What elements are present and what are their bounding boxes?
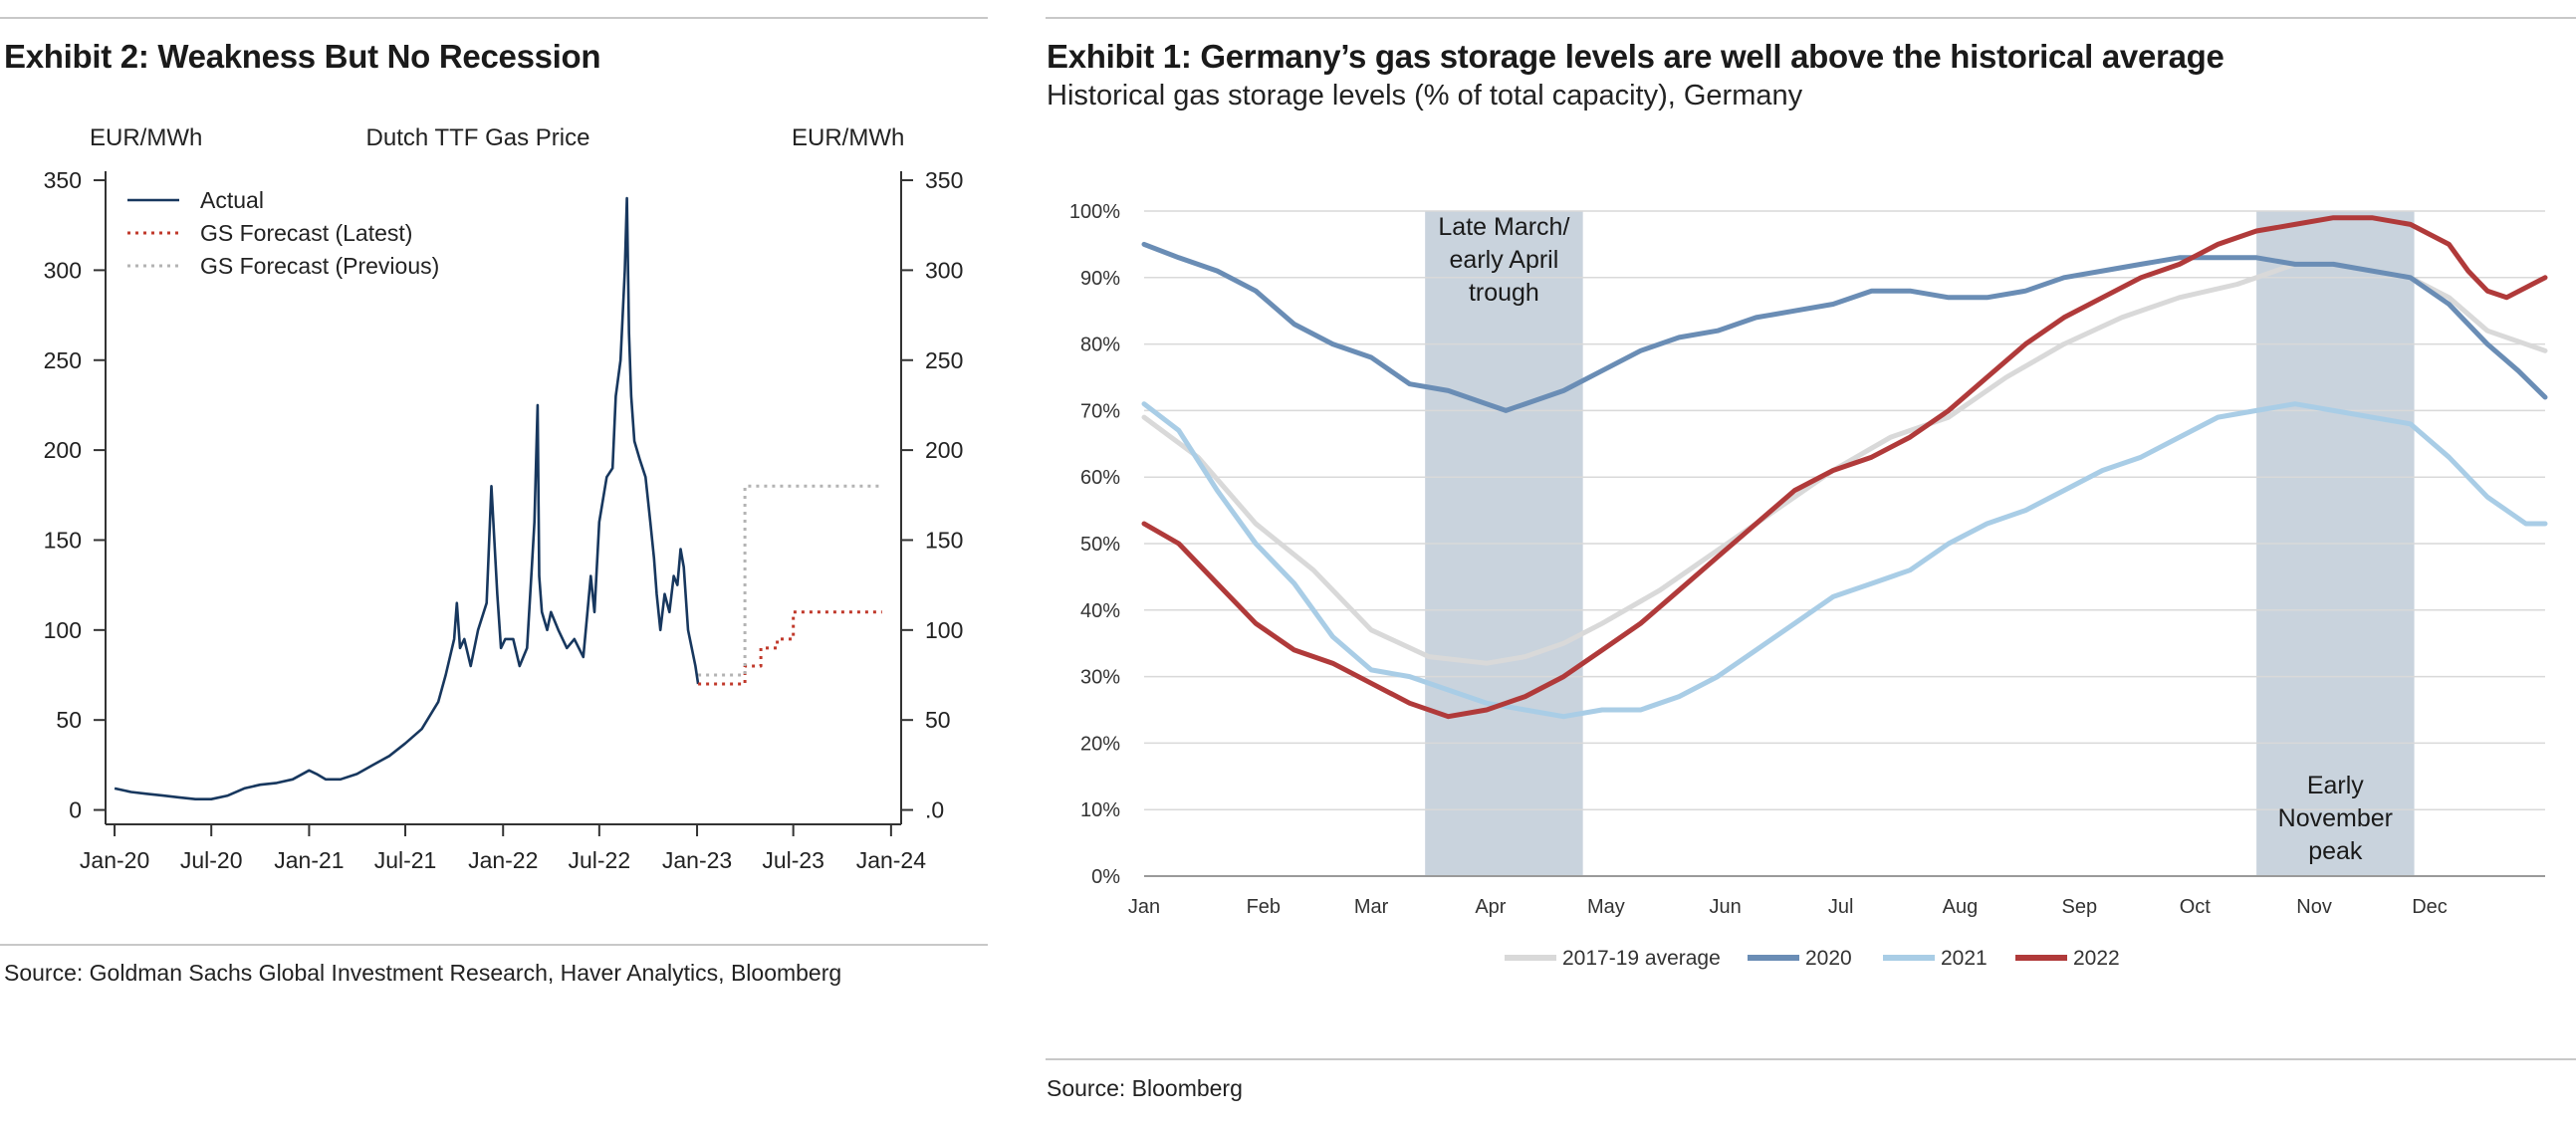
legend-label-actual: Actual xyxy=(200,187,264,213)
legend-label-gs-forecast-previous: GS Forecast (Previous) xyxy=(200,253,439,279)
series-line-actual xyxy=(114,196,700,801)
chart-title: Dutch TTF Gas Price xyxy=(366,124,590,151)
y-tick-label-right: 50 xyxy=(925,707,951,733)
y-tick-label: 60% xyxy=(1080,467,1120,489)
series-line-gs-forecast-previous xyxy=(698,484,882,677)
y-tick-label: 0% xyxy=(1091,866,1120,888)
y-tick-label: 90% xyxy=(1080,268,1120,290)
x-tick-label: Jul xyxy=(1828,896,1854,918)
legend-label-gs-forecast-latest: GS Forecast (Latest) xyxy=(200,220,412,246)
y-tick-label: 70% xyxy=(1080,400,1120,422)
y-tick-label-right: 100 xyxy=(925,617,963,643)
right-exhibit-subtitle: Historical gas storage levels (% of tota… xyxy=(1047,80,1803,112)
x-tick-label: May xyxy=(1587,896,1625,918)
y-tick-label: 80% xyxy=(1080,335,1120,356)
x-tick-label: Jan-20 xyxy=(80,847,149,873)
x-tick-label: Oct xyxy=(2180,896,2212,918)
y-tick-label: 50% xyxy=(1080,534,1120,556)
y-tick-label: 10% xyxy=(1080,799,1120,821)
legend-label-2021: 2021 xyxy=(1941,947,1988,970)
series-line-2022 xyxy=(1141,215,2548,720)
x-tick-label: Jan-24 xyxy=(856,847,927,873)
left-top-rule xyxy=(0,17,988,19)
x-tick-label: Jan xyxy=(1128,896,1160,918)
y-axis-title-left: EUR/MWh xyxy=(90,124,202,151)
series-line-gs-forecast-latest xyxy=(698,610,882,686)
y-tick-label-right: 250 xyxy=(925,347,963,373)
right-bottom-rule xyxy=(1046,1058,2576,1060)
x-tick-label: Apr xyxy=(1475,896,1506,918)
y-tick-label-left: 150 xyxy=(44,527,82,553)
x-tick-label: Jan-21 xyxy=(274,847,344,873)
x-tick-label: Jun xyxy=(1710,896,1742,918)
y-tick-label-left: 100 xyxy=(44,617,82,643)
x-tick-label: Jul-22 xyxy=(569,847,631,873)
x-tick-label: Jul-23 xyxy=(762,847,824,873)
gas-storage-chart: 0% 10% 20% 30% 40% 50% 60% 70% 80% 90% 100% Jan Feb M… xyxy=(1069,201,2548,970)
left-source-note: Source: Goldman Sachs Global Investment … xyxy=(4,960,842,986)
y-tick-label-left: 50 xyxy=(56,707,82,733)
x-tick-label: Jul-21 xyxy=(374,847,437,873)
legend-label-2022: 2022 xyxy=(2073,947,2120,970)
y-tick-label-right: .0 xyxy=(925,797,944,823)
y-tick-label-right: 300 xyxy=(925,257,963,283)
y-tick-label-right: 350 xyxy=(925,167,963,193)
right-source-note: Source: Bloomberg xyxy=(1047,1075,1243,1101)
y-tick-label-left: 200 xyxy=(44,437,82,463)
legend-label-2017-19-average: 2017-19 average xyxy=(1562,947,1721,970)
y-tick-label: 100% xyxy=(1069,201,1120,223)
x-tick-label: Jan-22 xyxy=(468,847,538,873)
right-top-rule xyxy=(1046,17,2576,19)
y-tick-label-right: 200 xyxy=(925,437,963,463)
region-annotation-2: November xyxy=(2278,804,2393,832)
left-bottom-rule xyxy=(0,944,988,946)
x-tick-label: Jul-20 xyxy=(180,847,243,873)
y-tick-label: 40% xyxy=(1080,600,1120,622)
region-annotation-1: trough xyxy=(1469,279,1539,307)
y-tick-label-left: 0 xyxy=(69,797,82,823)
series-line-2021 xyxy=(1141,401,2548,720)
x-tick-label: Mar xyxy=(1354,896,1389,918)
x-tick-label: Jan-23 xyxy=(662,847,732,873)
y-axis-title-right: EUR/MWh xyxy=(792,124,904,151)
y-tick-label-right: 150 xyxy=(925,527,963,553)
x-tick-label: Feb xyxy=(1247,896,1281,918)
ttf-gas-price-chart: 0 .0 50 50 100 100 150 150 200 200 250 250 300 300 350… xyxy=(44,124,964,873)
x-tick-label: Aug xyxy=(1943,896,1979,918)
x-tick-label: Nov xyxy=(2296,896,2332,918)
y-tick-label: 20% xyxy=(1080,733,1120,755)
region-annotation-2: peak xyxy=(2308,837,2363,865)
y-tick-label-left: 300 xyxy=(44,257,82,283)
x-tick-label: Dec xyxy=(2412,896,2448,918)
y-tick-label-left: 250 xyxy=(44,347,82,373)
right-exhibit-title: Exhibit 1: Germany’s gas storage levels … xyxy=(1047,38,2225,75)
y-tick-label-left: 350 xyxy=(44,167,82,193)
region-annotation-1: Late March/ xyxy=(1438,213,1569,241)
left-exhibit-title: Exhibit 2: Weakness But No Recession xyxy=(4,38,601,75)
region-annotation-1: early April xyxy=(1450,246,1559,274)
y-tick-label: 30% xyxy=(1080,667,1120,689)
series-line-2020 xyxy=(1141,241,2548,413)
region-annotation-2: Early xyxy=(2307,772,2364,799)
x-tick-label: Sep xyxy=(2061,896,2097,918)
legend-label-2020: 2020 xyxy=(1805,947,1852,970)
